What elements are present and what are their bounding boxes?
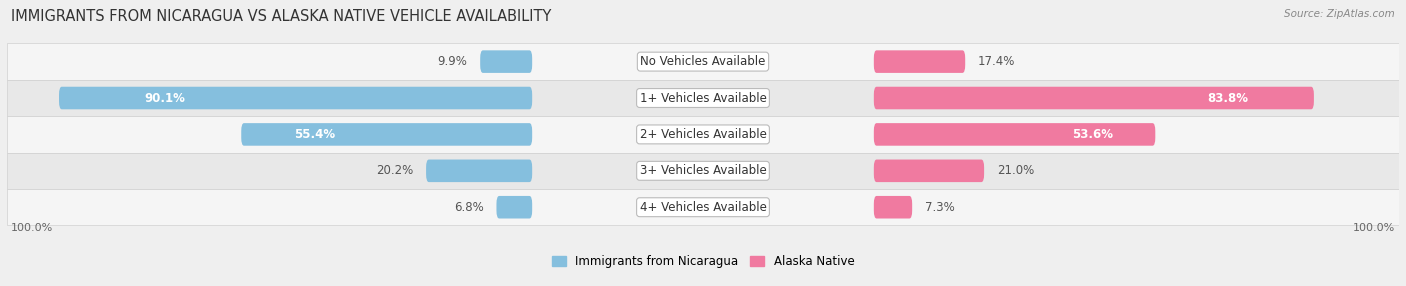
Bar	[7, 116, 1399, 153]
Text: 55.4%: 55.4%	[294, 128, 335, 141]
Bar	[7, 80, 1399, 116]
Text: 17.4%: 17.4%	[977, 55, 1015, 68]
Text: No Vehicles Available: No Vehicles Available	[640, 55, 766, 68]
Text: 100.0%: 100.0%	[11, 223, 53, 233]
FancyBboxPatch shape	[59, 87, 533, 109]
FancyBboxPatch shape	[873, 50, 965, 73]
Text: 7.3%: 7.3%	[925, 201, 955, 214]
Text: 21.0%: 21.0%	[997, 164, 1033, 177]
FancyBboxPatch shape	[873, 123, 1156, 146]
Bar	[7, 153, 1399, 189]
Text: 53.6%: 53.6%	[1073, 128, 1114, 141]
Text: 2+ Vehicles Available: 2+ Vehicles Available	[640, 128, 766, 141]
Text: 9.9%: 9.9%	[437, 55, 468, 68]
FancyBboxPatch shape	[873, 160, 984, 182]
FancyBboxPatch shape	[242, 123, 533, 146]
Text: 1+ Vehicles Available: 1+ Vehicles Available	[640, 92, 766, 104]
Bar	[7, 43, 1399, 80]
FancyBboxPatch shape	[873, 87, 1313, 109]
Text: IMMIGRANTS FROM NICARAGUA VS ALASKA NATIVE VEHICLE AVAILABILITY: IMMIGRANTS FROM NICARAGUA VS ALASKA NATI…	[11, 9, 551, 23]
Text: 83.8%: 83.8%	[1206, 92, 1249, 104]
Text: 3+ Vehicles Available: 3+ Vehicles Available	[640, 164, 766, 177]
Bar	[7, 189, 1399, 225]
FancyBboxPatch shape	[496, 196, 533, 219]
FancyBboxPatch shape	[873, 196, 912, 219]
Text: 4+ Vehicles Available: 4+ Vehicles Available	[640, 201, 766, 214]
Text: 20.2%: 20.2%	[377, 164, 413, 177]
FancyBboxPatch shape	[426, 160, 533, 182]
Legend: Immigrants from Nicaragua, Alaska Native: Immigrants from Nicaragua, Alaska Native	[547, 250, 859, 273]
FancyBboxPatch shape	[481, 50, 533, 73]
Text: 90.1%: 90.1%	[145, 92, 186, 104]
Text: 6.8%: 6.8%	[454, 201, 484, 214]
Text: Source: ZipAtlas.com: Source: ZipAtlas.com	[1284, 9, 1395, 19]
Text: 100.0%: 100.0%	[1353, 223, 1395, 233]
